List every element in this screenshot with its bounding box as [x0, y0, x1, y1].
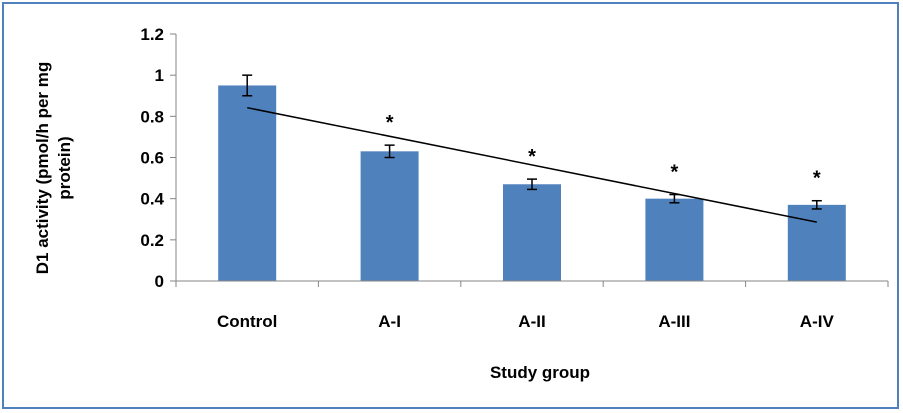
x-tick-label: Control	[217, 312, 277, 331]
axes	[175, 34, 888, 282]
trendline	[247, 106, 817, 223]
significance-star: *	[386, 112, 394, 134]
x-tick-label: A-I	[378, 312, 401, 331]
significance-star: *	[813, 168, 821, 190]
bar-control	[218, 85, 277, 281]
x-axis-ticks: Control A-I A-II A-III A-IV	[175, 281, 889, 331]
x-tick-label: A-III	[658, 312, 690, 331]
y-tick-label: 1	[155, 66, 164, 85]
significance-marks: * * * *	[386, 112, 821, 190]
y-tick-label: 0	[155, 272, 164, 291]
y-axis-title: D1 activity (pmol/h per mg protein)	[33, 62, 74, 275]
significance-star: *	[528, 146, 536, 168]
bars	[218, 85, 846, 281]
y-tick-label: 0.4	[140, 190, 164, 209]
y-axis-title-line-1: D1 activity (pmol/h per mg	[33, 62, 52, 275]
y-axis-title-line-2: protein)	[55, 136, 74, 199]
x-tick-label: A-II	[518, 312, 545, 331]
x-axis-title: Study group	[490, 363, 590, 382]
bar-a-iii	[645, 198, 704, 281]
x-tick-label: A-IV	[800, 312, 835, 331]
trendline-line	[247, 106, 817, 223]
y-axis-ticks: 0 0.2 0.4 0.6 0.8 1 1.2	[140, 25, 176, 291]
bar-a-ii	[503, 184, 561, 281]
bar-a-i	[360, 151, 419, 281]
bar-a-iv	[787, 204, 846, 281]
y-tick-label: 0.2	[140, 231, 164, 250]
y-tick-label: 0.8	[140, 107, 164, 126]
y-tick-label: 0.6	[140, 149, 164, 168]
error-bars	[242, 74, 822, 210]
y-tick-label: 1.2	[140, 25, 164, 44]
significance-star: *	[671, 162, 679, 184]
chart-frame	[2, 2, 899, 409]
